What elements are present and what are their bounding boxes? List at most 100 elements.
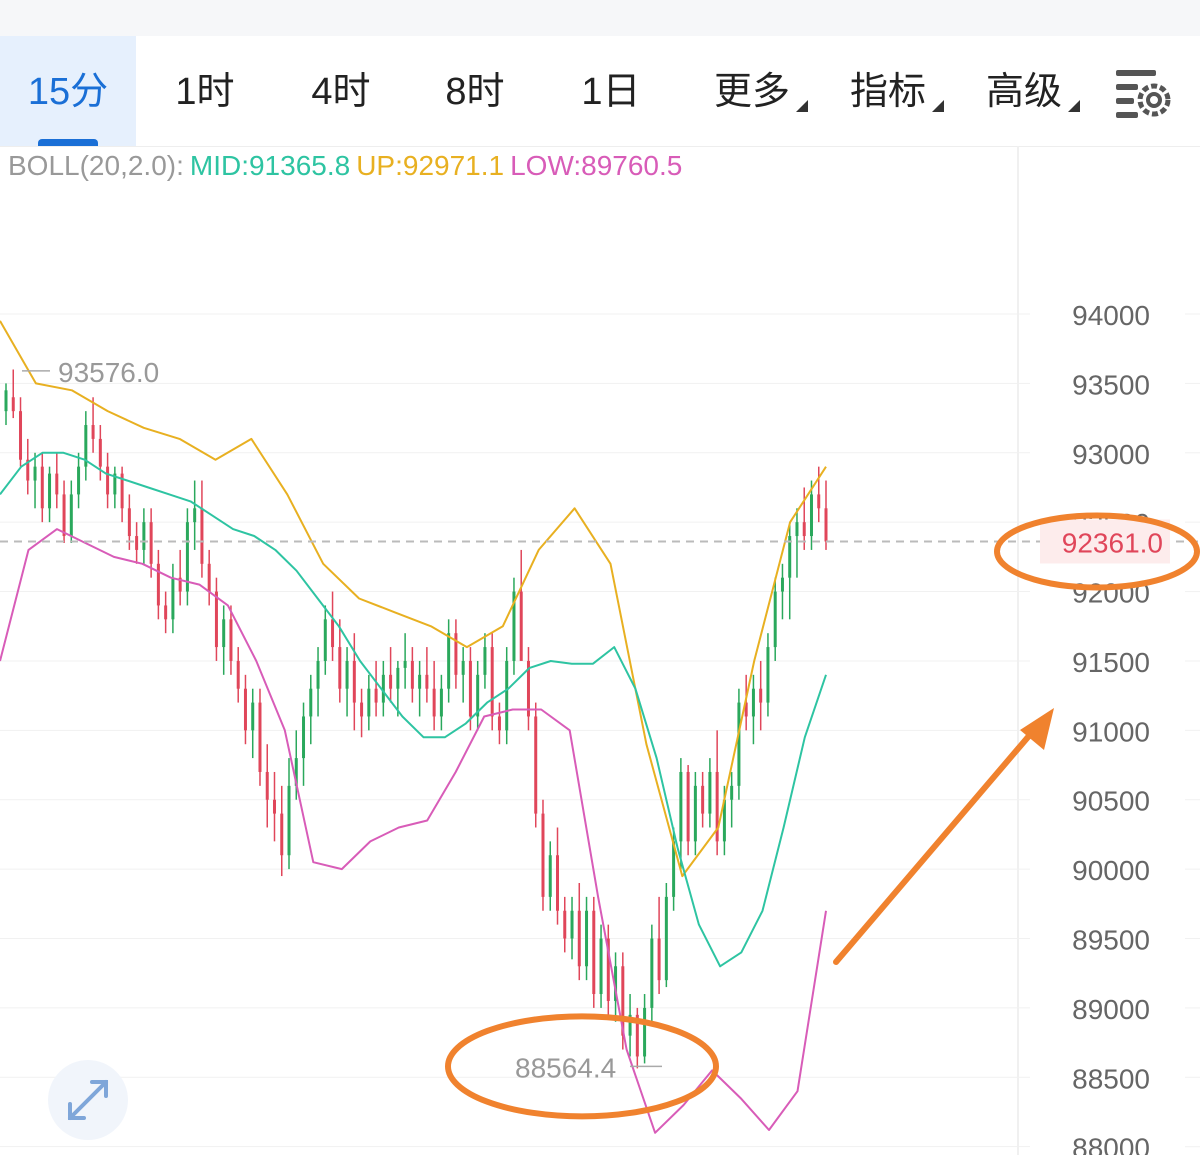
candle-body [809,494,813,537]
active-tab-indicator [38,139,98,146]
candle-body [657,938,661,981]
y-tick-label: 90500 [1072,786,1150,817]
dropdown-caret-icon [1068,100,1080,112]
tab-1h[interactable]: 1时 [150,36,260,146]
boll-mid-value: MID:91365.8 [189,150,351,181]
tab-advanced[interactable]: 高级 [978,36,1080,146]
candle-body [628,1014,632,1036]
candle-body [294,758,298,786]
candle-body [113,473,117,495]
candle-body [185,522,189,592]
candle-body [410,660,414,689]
candle-body [418,674,422,689]
candle-body [548,855,552,897]
candle-body [541,813,545,897]
candle-body [40,466,44,509]
boll-low-value: LOW:89760.5 [510,150,683,181]
annotation-circle-current [994,512,1200,591]
candle-body [483,647,487,675]
candle-body [708,771,712,814]
candle-body [135,536,139,550]
tab-label: 1日 [581,71,641,113]
candle-body [331,619,335,648]
candle-body [730,785,734,800]
candle-body [824,508,828,542]
candle-body [33,466,37,481]
candle-body [447,633,451,689]
tab-4h[interactable]: 4时 [286,36,396,146]
high-marker-label: 93576.0 [58,357,159,388]
current-price-label-bg [1040,519,1170,564]
candle-body [207,563,211,592]
candle-body [737,702,741,786]
candle-body [374,688,378,703]
candle-body [360,702,364,717]
candlestick-chart[interactable]: 9400093500930009250092000915009100090500… [0,146,1200,1155]
candle-body [722,799,726,842]
boll-indicator-name: BOLL(20,2.0): [8,150,184,181]
candle-body [802,522,806,537]
annotation-arrow-shaft [833,727,1037,965]
candle-body [55,473,59,495]
candle-body [592,910,596,995]
candle-body [672,841,676,897]
boll-legend: BOLL(20,2.0): MID:91365.8 UP:92971.1 LOW:89… [8,150,688,182]
tab-label: 1时 [175,71,235,113]
candle-body [599,938,603,995]
candle-body [476,674,480,717]
low-marker-label: 88564.4 [515,1052,616,1083]
candle-body [751,688,755,717]
candle-body [77,466,81,495]
tab-15min[interactable]: 15分 [0,36,136,146]
candle-body [69,494,73,537]
candle-body [526,660,530,717]
candle-body [512,591,516,661]
y-tick-label: 91500 [1072,647,1150,678]
tab-label: 指标 [849,71,926,113]
boll-up-value: UP:92971.1 [356,150,505,181]
candle-body [766,647,770,703]
candle-body [454,633,458,675]
candle-body [26,459,30,481]
candle-body [338,647,342,689]
candle-body [490,647,494,717]
candle-body [258,702,262,772]
tab-8h[interactable]: 8时 [420,36,530,146]
candle-body [106,466,110,495]
candle-body [222,619,226,648]
y-tick-label: 89000 [1072,994,1150,1025]
candle-body [149,522,153,564]
candle-body [425,674,429,689]
expand-arrows-icon[interactable] [48,1060,128,1140]
candle-body [98,438,102,467]
candle-body [505,660,509,731]
tab-indicators[interactable]: 指标 [842,36,944,146]
candle-body [229,619,233,661]
dropdown-caret-icon [796,100,808,112]
candle-body [817,494,821,509]
y-tick-label: 89500 [1072,925,1150,956]
candle-body [780,577,784,592]
tab-1d[interactable]: 1日 [556,36,666,146]
candle-body [679,771,683,842]
candle-body [693,785,697,842]
candle-body [316,660,320,689]
y-tick-label: 88000 [1072,1133,1150,1155]
candle-body [773,591,777,648]
candle-body [280,813,284,856]
tab-more[interactable]: 更多 [706,36,808,146]
candle-body [84,425,88,467]
candle-body [795,522,799,537]
chart-settings-gear-icon[interactable] [1110,60,1174,124]
candle-body [127,508,131,537]
candle-body [759,688,763,703]
candle-body [577,910,581,967]
candle-body [309,688,313,717]
candle-body [193,508,197,523]
candle-body [62,494,66,537]
candle-body [432,688,436,717]
annotation-arrow-head [1020,708,1054,750]
current-price-label: 92361.0 [1062,527,1163,558]
candle-body [664,896,668,981]
candle-body [48,473,52,509]
